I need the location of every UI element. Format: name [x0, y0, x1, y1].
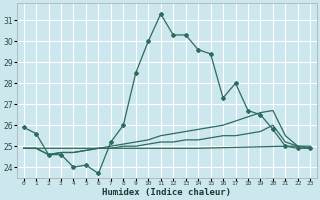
X-axis label: Humidex (Indice chaleur): Humidex (Indice chaleur) — [102, 188, 231, 197]
